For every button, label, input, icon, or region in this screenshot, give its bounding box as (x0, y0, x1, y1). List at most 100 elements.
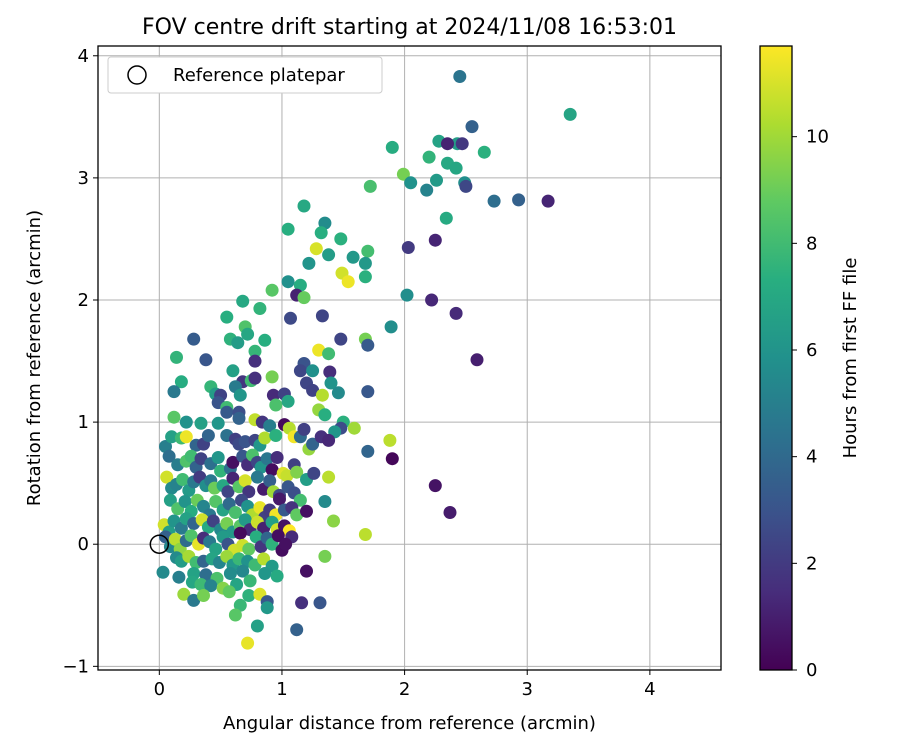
data-point (341, 275, 355, 289)
data-point (322, 347, 336, 361)
data-point (174, 375, 188, 389)
data-point (306, 364, 320, 378)
data-point (361, 444, 375, 458)
data-point (209, 542, 223, 556)
data-point (174, 521, 188, 535)
data-point (236, 294, 250, 308)
data-point (258, 567, 272, 580)
data-point (168, 532, 182, 546)
data-point (249, 530, 263, 544)
data-point (241, 327, 255, 341)
data-point (313, 596, 327, 610)
data-point (248, 344, 262, 358)
data-point (258, 333, 272, 347)
x-tick-label: 2 (399, 679, 410, 700)
data-point (159, 440, 172, 453)
data-point (470, 353, 484, 367)
data-point (453, 70, 467, 83)
data-point (358, 528, 372, 541)
y-tick-label: 1 (78, 412, 89, 433)
data-point (250, 470, 264, 484)
data-point (260, 452, 274, 466)
data-point (222, 585, 236, 599)
data-point (322, 433, 336, 447)
data-point (512, 193, 526, 207)
data-point (269, 429, 283, 442)
y-tick-label: 3 (78, 168, 89, 189)
data-point (167, 410, 181, 424)
data-point (263, 419, 277, 433)
y-tick-label: 2 (78, 290, 89, 311)
data-point (358, 256, 372, 270)
data-point (263, 474, 277, 488)
data-point (306, 437, 320, 451)
data-point (220, 310, 234, 324)
data-point (327, 514, 340, 528)
data-point (211, 416, 225, 430)
data-point (226, 364, 240, 378)
data-point (300, 564, 313, 578)
data-point (156, 565, 170, 579)
data-point (220, 405, 234, 419)
data-point (258, 431, 272, 445)
data-point (420, 183, 434, 197)
scatter-points (156, 70, 577, 650)
data-point (300, 504, 313, 518)
data-point (465, 120, 479, 134)
chart-title: FOV centre drift starting at 2024/11/08 … (142, 15, 677, 40)
data-point (334, 232, 348, 246)
data-point (314, 226, 328, 240)
data-point (563, 107, 577, 121)
data-point (400, 288, 414, 302)
data-point (273, 492, 286, 506)
data-point (487, 194, 501, 208)
data-point (179, 430, 193, 444)
data-point (172, 570, 186, 584)
data-point (281, 394, 295, 408)
data-point (250, 619, 264, 633)
data-point (324, 376, 338, 390)
data-point (323, 365, 337, 379)
data-point (290, 623, 304, 637)
data-point (257, 552, 271, 566)
data-point (322, 470, 336, 484)
legend-box (107, 56, 383, 94)
data-point (279, 537, 293, 551)
data-point (253, 501, 267, 515)
data-point (315, 388, 329, 402)
data-point (315, 309, 329, 323)
y-tick-label: 0 (78, 534, 89, 555)
data-point (162, 449, 176, 463)
data-point (346, 250, 360, 264)
data-point (178, 495, 192, 508)
data-point (194, 578, 208, 591)
data-point (187, 593, 201, 607)
data-point (425, 293, 439, 307)
data-point (430, 173, 443, 187)
data-point (211, 451, 225, 464)
data-point (241, 636, 255, 650)
data-point (223, 567, 237, 580)
data-point (443, 506, 457, 519)
data-point (248, 354, 262, 368)
data-point (428, 479, 442, 493)
data-point (236, 564, 250, 578)
plot-frame (97, 45, 722, 671)
data-point (297, 199, 311, 213)
data-point (347, 421, 361, 435)
data-point (177, 587, 191, 601)
data-point (290, 508, 304, 522)
data-point (322, 248, 336, 262)
data-point (194, 452, 208, 466)
data-point (270, 451, 284, 464)
data-point (184, 449, 198, 463)
data-point (201, 429, 215, 442)
data-point (206, 514, 220, 528)
data-point (160, 470, 174, 484)
data-point (242, 485, 256, 499)
data-point (242, 589, 256, 602)
data-point (204, 579, 218, 593)
x-tick-label: 4 (644, 679, 655, 700)
data-point (266, 388, 280, 402)
